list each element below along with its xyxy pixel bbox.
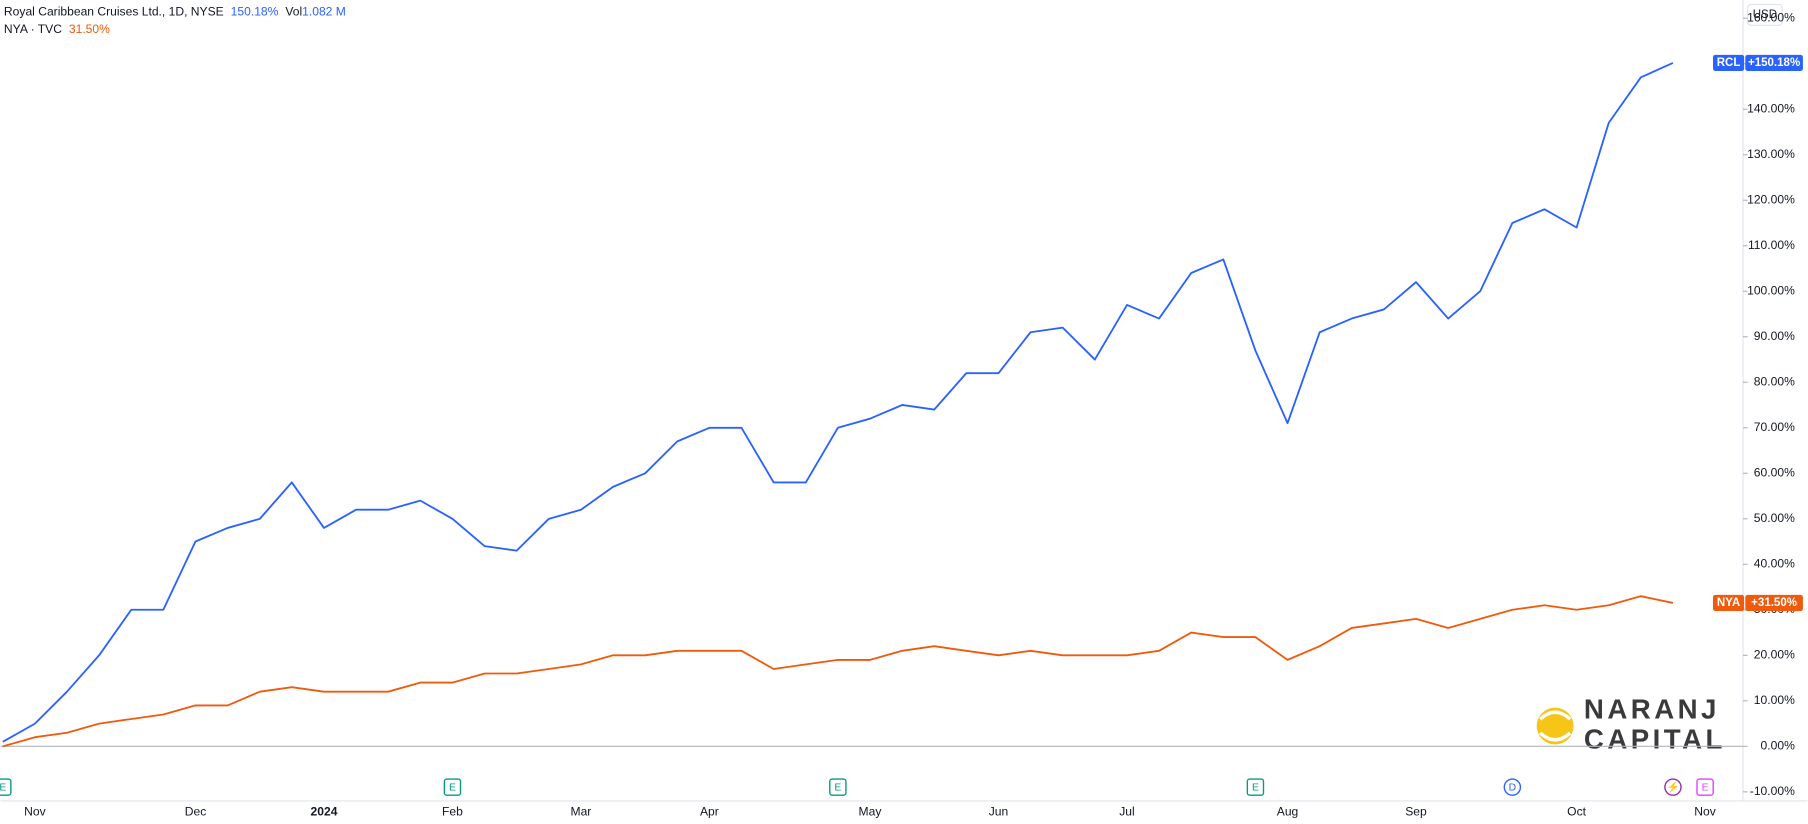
y-tick-label: 90.00% [1754,329,1795,343]
event-marker [1664,778,1682,796]
event-label: D [1509,782,1516,793]
y-tick-label: 140.00% [1747,101,1795,115]
logo-swirl [1538,710,1572,742]
x-tick-label: Feb [442,805,463,819]
x-tick-label: Dec [185,805,207,819]
badge-value-bg [1745,54,1803,71]
badge-value-bg [1745,594,1803,612]
logo: NARANJ CAPITAL [1536,693,1726,754]
event-marker [1503,778,1522,796]
event-marker [0,778,12,796]
badge-name: NYA [1717,597,1741,609]
currency-button[interactable] [1747,4,1783,26]
logo-text: NARANJ [1584,693,1720,724]
legend-title: Royal Caribbean Cruises Ltd., 1D, NYSE [4,5,224,19]
y-tick-label: 100.00% [1747,283,1795,297]
badge-name: RCL [1717,57,1741,69]
legend-entry: NYA · TVC 31.50% [4,22,110,36]
badge-value: +150.18% [1748,57,1800,69]
event-marker [1246,778,1265,796]
y-tick-label: -10.00% [1750,784,1795,798]
event-label: E [1702,782,1709,793]
event-label: E [1252,782,1259,793]
y-tick-label: 60.00% [1754,465,1795,479]
y-tick-label: 70.00% [1754,420,1795,434]
event-label: E [0,782,6,793]
event-marker [829,778,847,796]
legend-value: 31.50% [69,22,110,36]
y-tick-label: 50.00% [1754,511,1795,525]
y-tick-label: 160.00% [1747,10,1795,24]
currency: USD [1753,9,1777,21]
legend-entry: Royal Caribbean Cruises Ltd., 1D, NYSE 15… [4,5,346,19]
x-tick-label: May [859,805,883,819]
logo-text: CAPITAL [1584,723,1726,754]
event-label: ⚡ [1667,780,1680,793]
y-tick-label: 80.00% [1754,374,1795,388]
y-tick-label: 40.00% [1754,557,1795,571]
x-tick-label: Mar [571,805,592,819]
volume-value: 1.082 M [302,5,346,19]
x-tick-label: Oct [1567,805,1586,819]
x-tick-label: 2024 [311,805,338,819]
y-tick-label: 130.00% [1747,147,1795,161]
x-tick-label: Aug [1277,805,1299,819]
series-line [2,62,1674,743]
x-tick-label: Jun [989,805,1009,819]
x-tick-label: Apr [700,805,719,819]
y-tick-label: 10.00% [1754,693,1795,707]
badge-name-bg [1713,54,1745,71]
legend: Royal Caribbean Cruises Ltd., 1D, NYSE 15… [4,5,346,36]
x-tick-label: Sep [1405,805,1427,819]
badge-value: +31.50% [1751,597,1797,609]
badge-name-bg [1713,594,1745,612]
x-tick-label: Nov [24,805,46,819]
event-label: E [449,782,456,793]
x-tick-label: Nov [1694,805,1716,819]
y-tick-label: 20.00% [1754,648,1795,662]
event-marker [1696,778,1714,796]
event-label: E [834,782,841,793]
event-marker [443,778,462,796]
y-tick-label: 110.00% [1748,238,1795,252]
series-line [2,595,1674,748]
y-tick-label: 120.00% [1747,192,1795,206]
volume-label: Vol [285,5,302,19]
legend-name: NYA · TVC [4,22,62,36]
legend-value: 150.18% [231,5,279,19]
y-tick-label: 0.00% [1761,739,1796,753]
x-tick-label: Jul [1119,805,1134,819]
